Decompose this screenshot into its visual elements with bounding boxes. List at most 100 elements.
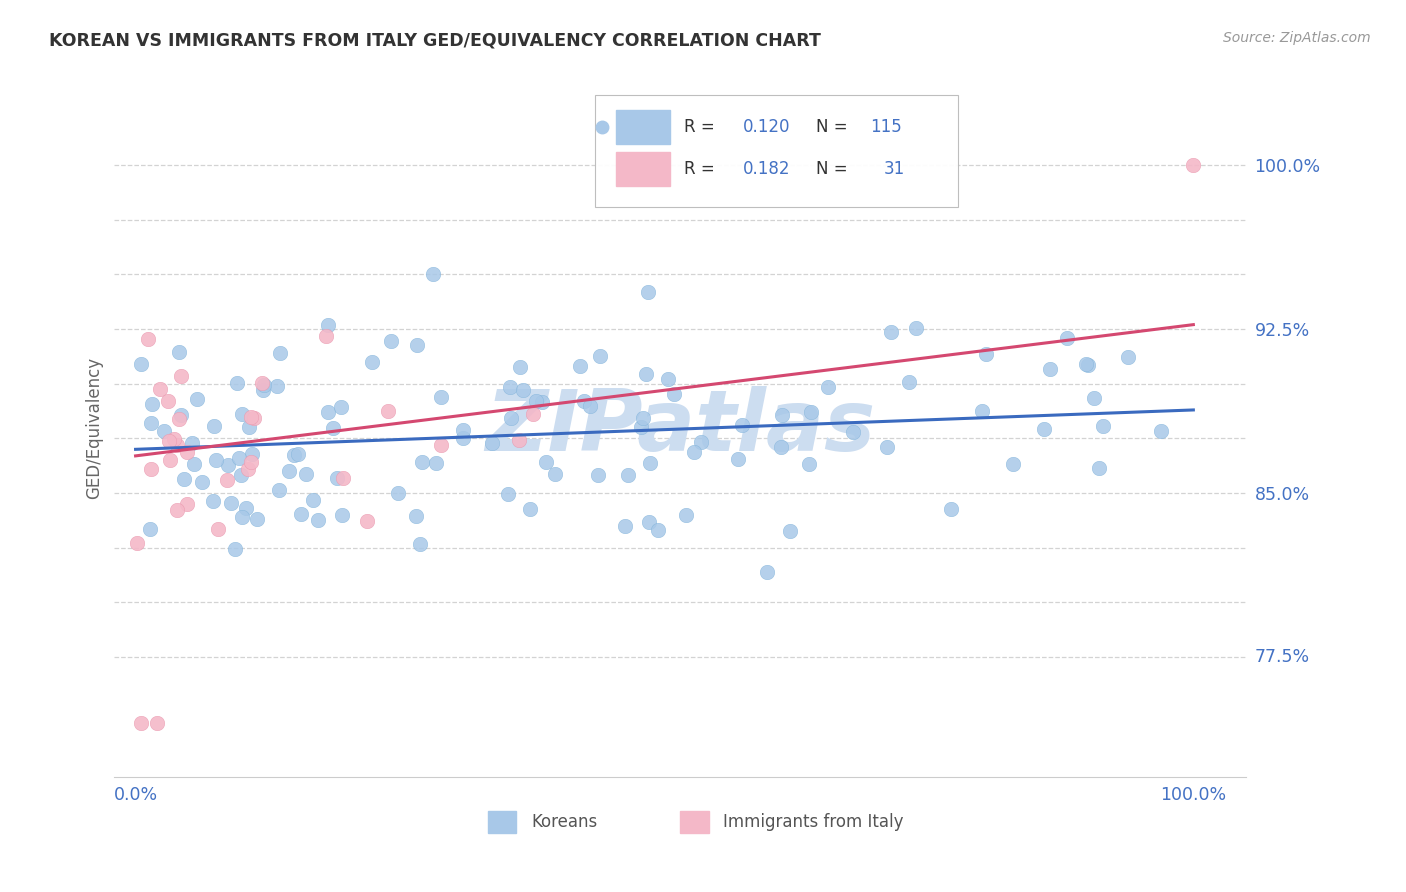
Bar bbox=[616, 153, 671, 186]
Point bbox=[138, 522, 160, 536]
Point bbox=[731, 418, 754, 433]
Point bbox=[173, 472, 195, 486]
Point bbox=[361, 355, 384, 369]
Point bbox=[1038, 362, 1060, 376]
Point bbox=[176, 445, 198, 459]
Text: 31: 31 bbox=[884, 161, 905, 178]
Point bbox=[1032, 422, 1054, 436]
Point bbox=[166, 438, 188, 452]
Text: N =: N = bbox=[815, 118, 853, 136]
Point bbox=[519, 502, 541, 516]
Text: 0.182: 0.182 bbox=[742, 161, 790, 178]
Point bbox=[228, 450, 250, 465]
Point bbox=[329, 400, 352, 414]
Point bbox=[634, 367, 657, 381]
Point bbox=[269, 483, 291, 497]
Point bbox=[231, 467, 253, 482]
Point bbox=[1116, 350, 1139, 364]
Point bbox=[876, 440, 898, 454]
Text: ZIPatlas: ZIPatlas bbox=[485, 386, 876, 469]
Point bbox=[152, 424, 174, 438]
Point bbox=[239, 410, 262, 425]
Bar bbox=[616, 111, 671, 144]
Point bbox=[129, 715, 152, 730]
Point bbox=[630, 420, 652, 434]
Bar bbox=[681, 811, 709, 833]
Point bbox=[631, 410, 654, 425]
Point bbox=[167, 345, 190, 359]
Point bbox=[534, 455, 557, 469]
Point bbox=[508, 434, 530, 448]
Point bbox=[1083, 392, 1105, 406]
Point bbox=[1077, 359, 1099, 373]
Point bbox=[524, 393, 547, 408]
Point bbox=[240, 455, 263, 469]
FancyBboxPatch shape bbox=[595, 95, 957, 207]
Point bbox=[145, 715, 167, 730]
Y-axis label: GED/Equivalency: GED/Equivalency bbox=[86, 357, 103, 499]
Point bbox=[246, 512, 269, 526]
Point bbox=[451, 431, 474, 445]
Point bbox=[1056, 331, 1078, 345]
Point bbox=[159, 434, 181, 448]
Point bbox=[170, 409, 193, 423]
Point bbox=[572, 394, 595, 409]
Point bbox=[1074, 357, 1097, 371]
Point bbox=[377, 404, 399, 418]
Point bbox=[163, 432, 186, 446]
Point bbox=[842, 425, 865, 439]
Text: Koreans: Koreans bbox=[531, 814, 598, 831]
Bar bbox=[488, 811, 516, 833]
Point bbox=[422, 267, 444, 281]
Point bbox=[588, 467, 610, 482]
Point bbox=[430, 391, 453, 405]
Point bbox=[499, 410, 522, 425]
Point bbox=[316, 405, 339, 419]
Point bbox=[770, 408, 793, 422]
Point bbox=[690, 435, 713, 450]
Point bbox=[974, 347, 997, 361]
Point bbox=[294, 467, 316, 482]
Text: R =: R = bbox=[683, 161, 720, 178]
Point bbox=[406, 338, 429, 352]
Point bbox=[159, 453, 181, 467]
Point bbox=[269, 346, 291, 360]
Point bbox=[1182, 158, 1205, 172]
Point bbox=[530, 395, 553, 409]
Point bbox=[315, 329, 337, 343]
Point bbox=[186, 392, 208, 406]
Point bbox=[657, 372, 679, 386]
Point bbox=[817, 380, 839, 394]
Point bbox=[238, 462, 260, 476]
Point bbox=[970, 404, 993, 418]
Point bbox=[617, 468, 640, 483]
Text: Immigrants from Italy: Immigrants from Italy bbox=[723, 814, 904, 831]
Point bbox=[301, 493, 323, 508]
Point bbox=[225, 376, 247, 391]
Point bbox=[356, 514, 378, 528]
Point bbox=[170, 369, 193, 384]
Point bbox=[141, 396, 163, 410]
Point bbox=[250, 376, 273, 390]
Point bbox=[800, 405, 823, 419]
Point bbox=[522, 407, 544, 421]
Point bbox=[637, 285, 659, 300]
Point bbox=[727, 452, 749, 467]
Point bbox=[498, 487, 520, 501]
Point bbox=[148, 382, 170, 396]
Point bbox=[1001, 457, 1024, 471]
Text: Source: ZipAtlas.com: Source: ZipAtlas.com bbox=[1223, 31, 1371, 45]
Point bbox=[755, 566, 778, 580]
Point bbox=[253, 378, 276, 392]
Point bbox=[166, 503, 188, 517]
Point bbox=[508, 360, 530, 375]
Point bbox=[898, 375, 921, 389]
Text: 0.120: 0.120 bbox=[742, 118, 790, 136]
Point bbox=[430, 438, 453, 452]
Point bbox=[231, 510, 253, 524]
Point bbox=[675, 508, 697, 522]
Point bbox=[277, 464, 299, 478]
Point bbox=[905, 321, 928, 335]
Point bbox=[1091, 419, 1114, 434]
Point bbox=[181, 435, 204, 450]
